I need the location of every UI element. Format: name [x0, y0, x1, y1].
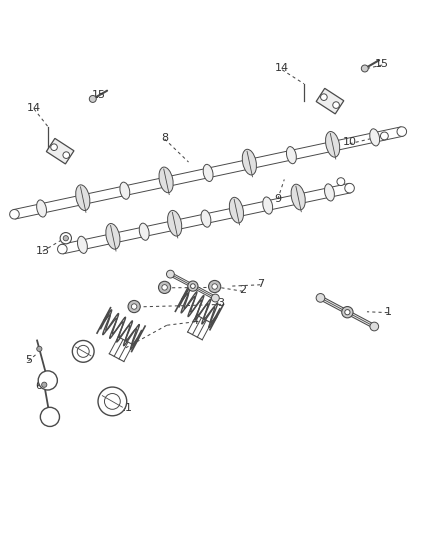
Ellipse shape: [397, 127, 406, 136]
Circle shape: [370, 322, 378, 331]
Text: 11: 11: [118, 403, 132, 413]
Ellipse shape: [345, 183, 354, 193]
Ellipse shape: [291, 184, 305, 210]
Circle shape: [361, 65, 368, 72]
Ellipse shape: [120, 182, 130, 199]
Ellipse shape: [325, 184, 334, 201]
Ellipse shape: [286, 147, 297, 164]
Ellipse shape: [10, 209, 19, 219]
Ellipse shape: [139, 223, 149, 240]
Circle shape: [162, 285, 167, 290]
Polygon shape: [316, 88, 344, 114]
Text: 2: 2: [240, 286, 247, 295]
Ellipse shape: [78, 236, 87, 253]
Text: 3: 3: [218, 298, 225, 309]
Circle shape: [345, 310, 350, 315]
Text: 14: 14: [27, 103, 41, 112]
Text: 9: 9: [274, 194, 281, 204]
Ellipse shape: [76, 185, 90, 211]
Ellipse shape: [325, 132, 340, 157]
Circle shape: [128, 301, 140, 313]
Circle shape: [105, 393, 120, 409]
Circle shape: [159, 281, 171, 294]
Circle shape: [131, 304, 137, 309]
Circle shape: [38, 371, 57, 390]
Ellipse shape: [370, 129, 380, 146]
Circle shape: [321, 94, 327, 100]
Circle shape: [51, 144, 57, 150]
Text: 1: 1: [385, 307, 392, 317]
Text: 6: 6: [35, 381, 42, 391]
Text: 8: 8: [161, 133, 168, 143]
Ellipse shape: [201, 210, 211, 227]
Circle shape: [316, 294, 325, 302]
Circle shape: [166, 270, 174, 278]
Ellipse shape: [242, 149, 257, 175]
Circle shape: [63, 236, 68, 241]
Text: 12: 12: [75, 346, 89, 357]
Circle shape: [342, 306, 353, 318]
Circle shape: [333, 102, 339, 108]
Text: 15: 15: [92, 90, 106, 100]
Circle shape: [208, 280, 221, 293]
Ellipse shape: [168, 211, 182, 236]
Polygon shape: [46, 139, 74, 164]
Text: 15: 15: [375, 59, 389, 69]
Circle shape: [381, 132, 389, 140]
Text: 5: 5: [25, 355, 32, 365]
Text: 10: 10: [343, 138, 357, 148]
Ellipse shape: [106, 223, 120, 249]
Ellipse shape: [203, 164, 213, 182]
Circle shape: [89, 95, 96, 102]
Text: 13: 13: [36, 246, 50, 256]
Circle shape: [77, 345, 89, 357]
Ellipse shape: [57, 244, 67, 254]
Text: 14: 14: [275, 63, 289, 74]
Circle shape: [212, 294, 219, 302]
Circle shape: [42, 382, 47, 387]
Circle shape: [98, 387, 127, 416]
Ellipse shape: [37, 200, 46, 217]
Circle shape: [212, 284, 217, 289]
Ellipse shape: [263, 197, 272, 214]
Circle shape: [40, 407, 60, 426]
Circle shape: [37, 346, 42, 351]
Circle shape: [337, 177, 345, 185]
Circle shape: [191, 284, 195, 288]
Circle shape: [60, 232, 71, 244]
Circle shape: [188, 281, 198, 291]
Circle shape: [72, 341, 94, 362]
Ellipse shape: [230, 197, 244, 223]
Text: 4: 4: [191, 316, 198, 326]
Text: 7: 7: [257, 279, 264, 289]
Circle shape: [63, 152, 70, 158]
Ellipse shape: [159, 167, 173, 193]
